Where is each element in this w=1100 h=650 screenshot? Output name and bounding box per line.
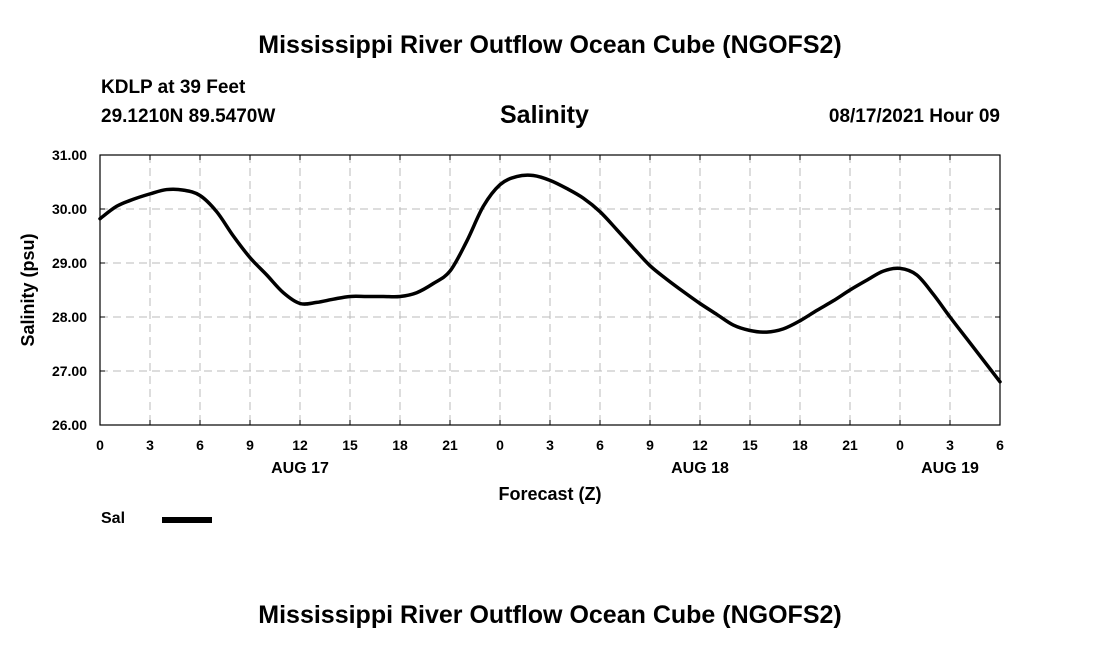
x-tick-label: 3	[546, 437, 554, 453]
y-tick-label: 27.00	[52, 363, 87, 379]
tick-labels: 0 3 6 9 12 15 18 21 0 3 6 9 12 15 18 21 0 3 6 26.00 27.00 28.…	[52, 147, 1004, 477]
x-tick-label: 0	[896, 437, 904, 453]
y-tick-label: 29.00	[52, 255, 87, 271]
x-tick-label: 0	[496, 437, 504, 453]
footer-title: Mississippi River Outflow Ocean Cube (NG…	[258, 601, 842, 629]
y-axis-label: Salinity (psu)	[18, 233, 38, 346]
forecast-timestamp: 08/17/2021 Hour 09	[828, 106, 1000, 127]
x-tick-label: 6	[996, 437, 1004, 453]
x-tick-label: 15	[742, 437, 758, 453]
x-tick-label: 18	[392, 437, 408, 453]
x-tick-label: 12	[292, 437, 308, 453]
date-label: AUG 18	[671, 460, 729, 477]
x-tick-label: 6	[196, 437, 204, 453]
date-label: AUG 19	[921, 460, 979, 477]
x-tick-label: 0	[96, 437, 104, 453]
legend-line-swatch	[162, 517, 212, 523]
y-tick-label: 28.00	[52, 309, 87, 325]
grid	[100, 155, 1000, 425]
y-tick-label: 26.00	[52, 417, 87, 433]
x-tick-label: 9	[646, 437, 654, 453]
y-tick-label: 31.00	[52, 147, 87, 163]
date-label: AUG 17	[271, 460, 329, 477]
salinity-series-line	[98, 173, 1002, 384]
x-axis-label: Forecast (Z)	[498, 484, 601, 504]
chart-title: Mississippi River Outflow Ocean Cube (NG…	[258, 31, 842, 59]
x-tick-label: 12	[692, 437, 708, 453]
x-tick-label: 9	[246, 437, 254, 453]
x-tick-label: 15	[342, 437, 358, 453]
variable-subtitle: Salinity	[500, 101, 589, 129]
x-tick-label: 3	[946, 437, 954, 453]
x-tick-label: 6	[596, 437, 604, 453]
x-tick-label: 21	[842, 437, 858, 453]
station-coordinates: 29.1210N 89.5470W	[101, 106, 276, 127]
y-tick-label: 30.00	[52, 201, 87, 217]
x-tick-label: 21	[442, 437, 458, 453]
axis-ticks	[99, 154, 1001, 426]
x-tick-label: 18	[792, 437, 808, 453]
station-label: KDLP at 39 Feet	[101, 77, 246, 98]
x-tick-label: 3	[146, 437, 154, 453]
legend-label: Sal	[101, 510, 126, 527]
